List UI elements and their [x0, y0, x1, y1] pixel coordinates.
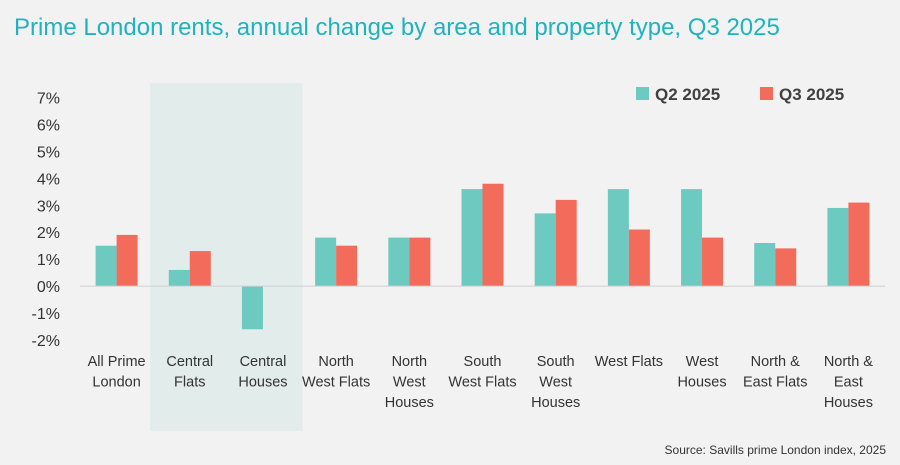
bar-q2 — [681, 189, 703, 287]
bar-q2 — [534, 213, 556, 287]
bar-q3 — [482, 183, 504, 287]
bar-q3 — [702, 237, 724, 287]
bar-q3 — [336, 245, 358, 287]
source-note: Source: Savills prime London index, 2025 — [664, 443, 886, 457]
x-category-label: South West Houses — [531, 354, 580, 411]
y-tick-label: 5% — [37, 144, 60, 161]
bar-q3 — [775, 248, 797, 287]
legend-label-q3: Q3 2025 — [779, 85, 844, 104]
bar-q3 — [409, 237, 431, 287]
x-category-label: North & East Flats — [743, 354, 807, 391]
x-category-label: South West Flats — [448, 354, 516, 391]
bar-q3 — [116, 234, 138, 287]
bar-q3 — [555, 199, 577, 287]
bar-q2 — [168, 269, 190, 287]
x-category-label: North & East Houses — [824, 354, 873, 411]
y-tick-label: 6% — [37, 117, 60, 134]
legend-label-q2: Q2 2025 — [655, 85, 720, 104]
x-category-label: West Flats — [595, 354, 663, 370]
x-category-label: Central Flats — [166, 354, 213, 391]
y-tick-label: 1% — [37, 252, 60, 269]
x-category-label: All Prime London — [88, 354, 146, 391]
x-category-label: North West Houses — [385, 354, 434, 411]
legend-swatch-q2 — [636, 87, 649, 100]
y-tick-label: -2% — [32, 333, 60, 350]
bar-q2 — [315, 237, 337, 287]
bar-q2 — [241, 286, 263, 330]
y-tick-label: -1% — [32, 306, 60, 323]
bar-q2 — [827, 207, 849, 287]
bar-q2 — [607, 189, 629, 287]
bar-q2 — [388, 237, 410, 287]
x-category-label: North West Flats — [302, 354, 370, 391]
y-tick-label: 4% — [37, 171, 60, 188]
x-category-label: Central Houses — [238, 354, 287, 391]
chart-title: Prime London rents, annual change by are… — [14, 14, 780, 41]
y-tick-label: 0% — [37, 279, 60, 296]
y-tick-label: 7% — [37, 91, 60, 108]
y-tick-label: 2% — [37, 225, 60, 242]
x-category-label: West Houses — [677, 354, 726, 391]
legend-swatch-q3 — [760, 87, 773, 100]
highlight-band — [150, 83, 303, 431]
y-tick-label: 3% — [37, 198, 60, 215]
bar-q2 — [754, 243, 776, 287]
bar-q2 — [461, 189, 483, 287]
bar-q3 — [848, 202, 870, 287]
bar-q3 — [189, 251, 211, 287]
bar-q2 — [95, 245, 117, 287]
bar-q3 — [628, 229, 650, 287]
